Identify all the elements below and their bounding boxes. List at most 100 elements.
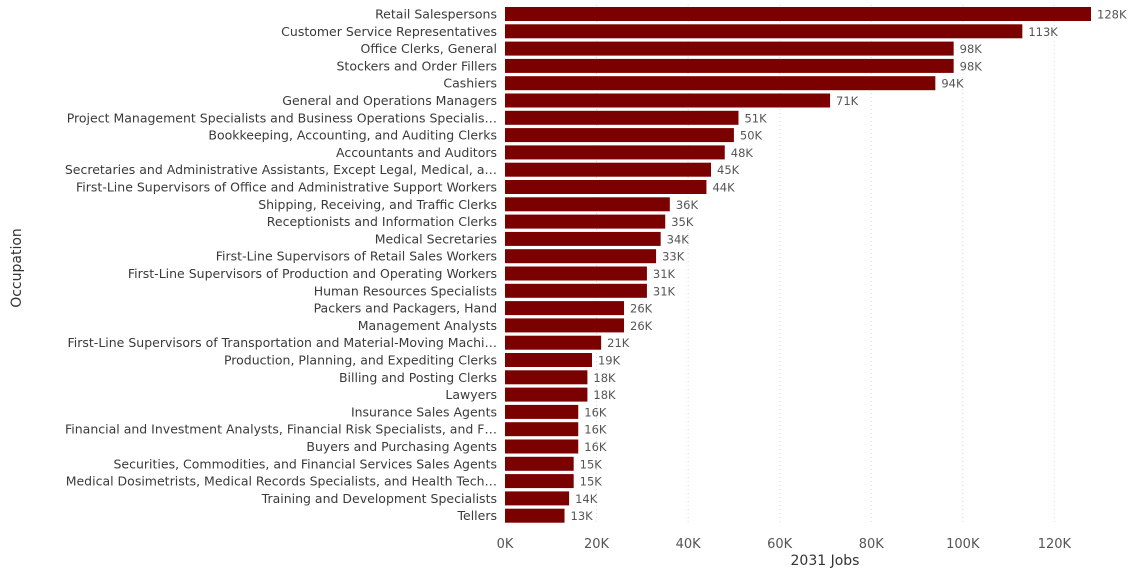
- bar: [505, 456, 574, 471]
- x-tick-label: 120K: [1038, 537, 1072, 552]
- value-label: 50K: [740, 129, 763, 143]
- category-label: Financial and Investment Analysts, Finan…: [65, 422, 497, 437]
- value-label: 34K: [667, 232, 690, 246]
- bar: [505, 387, 588, 402]
- bar: [505, 491, 570, 506]
- bar: [505, 335, 602, 350]
- bar: [505, 197, 670, 212]
- bar: [505, 318, 625, 333]
- value-label: 13K: [571, 509, 594, 523]
- value-label: 98K: [960, 59, 983, 73]
- bar: [505, 93, 831, 108]
- category-label: First-Line Supervisors of Production and…: [128, 266, 497, 281]
- value-label: 16K: [584, 405, 607, 419]
- category-label: Insurance Sales Agents: [351, 404, 497, 419]
- bar: [505, 301, 625, 316]
- category-label: Buyers and Purchasing Agents: [306, 439, 497, 454]
- value-label: 14K: [575, 492, 598, 506]
- x-tick-label: 80K: [859, 537, 885, 552]
- bar: [505, 24, 1023, 39]
- bar: [505, 162, 712, 177]
- bar: [505, 58, 954, 73]
- value-label: 18K: [593, 388, 616, 402]
- category-label: Human Resources Specialists: [314, 283, 497, 298]
- value-labels: 128K 113K 98K 98K 94K 71K 51K 50K 48K 45K 44K 36K 35…: [571, 8, 1127, 524]
- category-label: First-Line Supervisors of Retail Sales W…: [216, 249, 497, 264]
- x-tick-label: 100K: [946, 537, 980, 552]
- bar: [505, 422, 579, 437]
- value-label: 15K: [580, 457, 603, 471]
- value-label: 94K: [941, 77, 964, 91]
- x-tick-label: 60K: [767, 537, 793, 552]
- category-label: Training and Development Specialists: [261, 491, 497, 506]
- category-label: General and Operations Managers: [282, 93, 497, 108]
- value-label: 15K: [580, 475, 603, 489]
- category-label: Packers and Packagers, Hand: [314, 301, 497, 316]
- category-label: Management Analysts: [358, 318, 497, 333]
- value-label: 113K: [1028, 25, 1058, 39]
- bar: [505, 41, 954, 56]
- category-label: First-Line Supervisors of Office and Adm…: [76, 180, 497, 195]
- value-label: 19K: [598, 354, 621, 368]
- value-label: 26K: [630, 319, 653, 333]
- bar: [505, 7, 1091, 21]
- category-label: Lawyers: [445, 387, 497, 402]
- y-axis-title: Occupation: [9, 228, 25, 308]
- x-tick-label: 20K: [584, 537, 610, 552]
- x-axis-title: 2031 Jobs: [791, 553, 860, 569]
- category-label: Medical Secretaries: [375, 231, 497, 246]
- category-label: Medical Dosimetrists, Medical Records Sp…: [66, 474, 497, 489]
- category-label: First-Line Supervisors of Transportation…: [68, 335, 498, 350]
- value-label: 31K: [653, 267, 676, 281]
- category-label: Bookkeeping, Accounting, and Auditing Cl…: [208, 128, 497, 143]
- bar: [505, 214, 666, 229]
- value-label: 16K: [584, 440, 607, 454]
- value-label: 31K: [653, 284, 676, 298]
- category-label: Shipping, Receiving, and Traffic Clerks: [258, 197, 497, 212]
- value-label: 35K: [671, 215, 694, 229]
- value-label: 18K: [593, 371, 616, 385]
- x-tick-label: 40K: [676, 537, 702, 552]
- value-label: 36K: [676, 198, 699, 212]
- category-label: Office Clerks, General: [361, 41, 497, 56]
- category-label: Secretaries and Administrative Assistant…: [65, 162, 497, 177]
- bar: [505, 145, 725, 160]
- bar: [505, 283, 647, 298]
- category-label: Stockers and Order Fillers: [337, 58, 498, 73]
- bar: [505, 76, 936, 91]
- bar: [505, 249, 657, 264]
- value-label: 98K: [960, 42, 983, 56]
- category-label: Cashiers: [443, 76, 497, 91]
- x-axis-ticks: 0K 20K 40K 60K 80K 100K 120K: [497, 537, 1072, 552]
- bar: [505, 508, 565, 523]
- bar: [505, 110, 739, 125]
- bar: [505, 180, 707, 194]
- bar: [505, 474, 574, 489]
- bar: [505, 404, 579, 419]
- value-label: 44K: [712, 181, 735, 195]
- bar: [505, 439, 579, 454]
- bar: [505, 266, 647, 281]
- value-label: 48K: [731, 146, 754, 160]
- value-label: 128K: [1097, 8, 1127, 22]
- bar: [505, 128, 734, 143]
- category-label: Tellers: [457, 508, 498, 523]
- category-label: Project Management Specialists and Busin…: [67, 110, 497, 125]
- grid-lines: [596, 5, 1055, 525]
- value-label: 16K: [584, 423, 607, 437]
- category-label: Accountants and Auditors: [336, 145, 497, 160]
- value-label: 33K: [662, 250, 685, 264]
- category-labels: Retail Salespersons Customer Service Repr…: [65, 7, 497, 524]
- bar: [505, 370, 588, 385]
- bar: [505, 353, 592, 367]
- category-label: Billing and Posting Clerks: [339, 370, 497, 385]
- bars: [505, 7, 1091, 523]
- value-label: 45K: [717, 163, 740, 177]
- category-label: Production, Planning, and Expediting Cle…: [224, 353, 497, 368]
- category-label: Customer Service Representatives: [281, 24, 497, 39]
- value-label: 51K: [744, 111, 767, 125]
- value-label: 71K: [836, 94, 859, 108]
- category-label: Receptionists and Information Clerks: [267, 214, 497, 229]
- x-tick-label: 0K: [497, 537, 514, 552]
